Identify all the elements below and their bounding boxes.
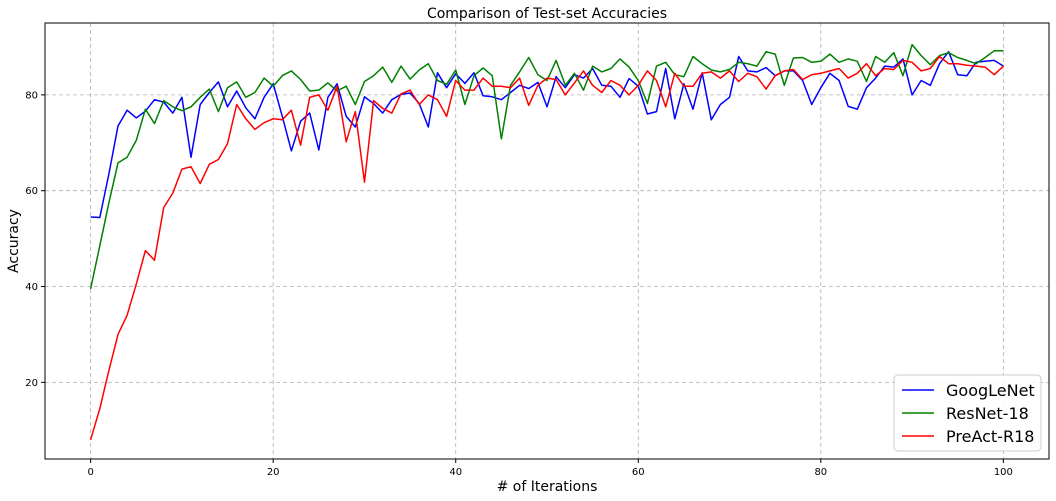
y-tick-label: 80 bbox=[25, 90, 38, 101]
x-tick-label: 100 bbox=[994, 467, 1013, 478]
y-tick-label: 20 bbox=[25, 378, 38, 389]
x-tick-label: 20 bbox=[267, 467, 280, 478]
y-tick-label: 40 bbox=[25, 282, 38, 293]
legend: GoogLeNet ResNet-18 PreAct-R18 bbox=[893, 374, 1042, 452]
chart-title: Comparison of Test-set Accuracies bbox=[427, 6, 667, 22]
y-tick-label: 60 bbox=[25, 186, 38, 197]
x-tick-label: 80 bbox=[814, 467, 827, 478]
y-axis-label: Accuracy bbox=[6, 209, 22, 273]
x-axis-label: # of Iterations bbox=[497, 479, 598, 495]
legend-label-googlenet: GoogLeNet bbox=[946, 381, 1035, 400]
grid-lines bbox=[45, 23, 1049, 459]
legend-label-preact-r18: PreAct-R18 bbox=[946, 427, 1034, 446]
legend-label-resnet-18: ResNet-18 bbox=[946, 404, 1029, 423]
series-line-preact-r18 bbox=[89, 55, 1004, 441]
legend-box bbox=[893, 374, 1042, 452]
x-tick-label: 40 bbox=[449, 467, 462, 478]
x-axis-ticks: 0 20 40 60 80 100 bbox=[87, 459, 1013, 478]
series-layer bbox=[89, 43, 1004, 441]
series-line-googlenet bbox=[90, 50, 1004, 219]
x-tick-label: 60 bbox=[632, 467, 645, 478]
series-line-resnet-18 bbox=[89, 43, 1004, 290]
y-axis-ticks: 20 40 60 80 bbox=[25, 90, 45, 389]
plot-area-frame bbox=[44, 22, 1050, 460]
x-tick-label: 0 bbox=[87, 467, 93, 478]
